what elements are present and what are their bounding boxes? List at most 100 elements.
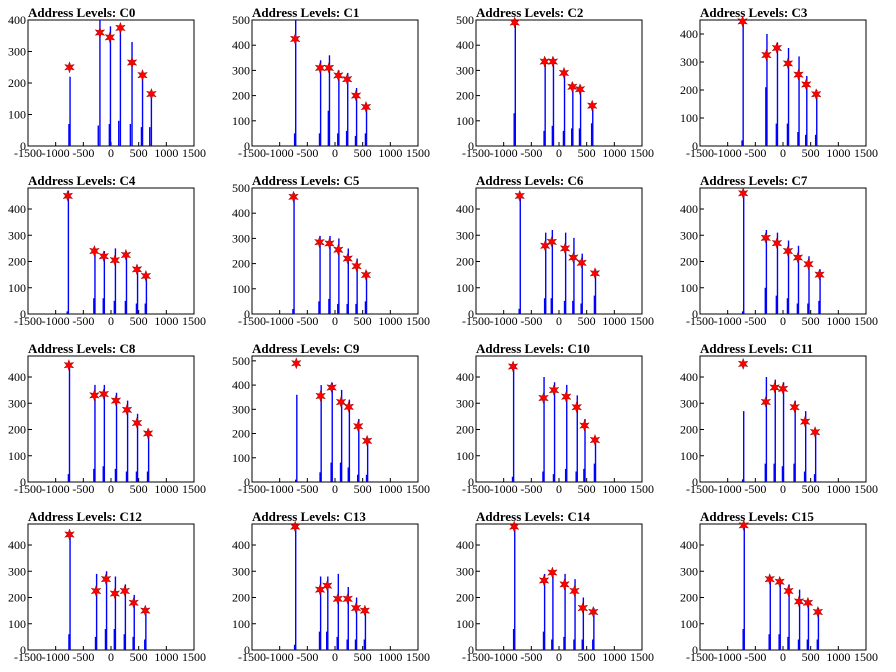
y-tick-label: 100 <box>680 449 698 463</box>
plot-frame <box>475 187 643 315</box>
x-tick-label: 500 <box>130 146 148 160</box>
x-tick-label: 1500 <box>630 650 654 664</box>
peak-marker-star-icon <box>783 584 794 598</box>
x-tick-label: -1000 <box>42 482 70 496</box>
peak-marker-star-icon <box>799 415 811 428</box>
y-tick-label: 200 <box>8 76 26 90</box>
y-tick-label: 0 <box>244 643 250 657</box>
y-tick-label: 300 <box>232 231 250 245</box>
peak-marker-star-icon <box>538 391 549 405</box>
peak-marker-star-icon <box>568 251 579 264</box>
y-tick-label: 200 <box>8 423 26 437</box>
x-tick-label: 1000 <box>378 146 402 160</box>
x-tick-label: -1500 <box>238 146 266 160</box>
y-tick-label: 400 <box>8 202 26 216</box>
y-tick-label: 300 <box>456 564 474 578</box>
plot-panel: Address Levels: C8 0 100 200 300 400 -1500 -100… <box>8 341 206 496</box>
peak-marker-star-icon <box>514 189 526 203</box>
x-tick-label: 1000 <box>602 146 626 160</box>
y-tick-label: 0 <box>20 475 26 489</box>
peak-marker-star-icon <box>351 259 362 273</box>
x-tick-label: 1000 <box>826 146 850 160</box>
y-tick-label: 200 <box>232 427 250 441</box>
x-tick-label: -500 <box>72 314 94 328</box>
x-tick-label: 1500 <box>854 146 878 160</box>
x-tick-label: 0 <box>108 650 114 664</box>
y-tick-label: 400 <box>8 13 26 27</box>
x-tick-label: -1500 <box>462 146 490 160</box>
peak-marker-star-icon <box>800 78 812 91</box>
x-tick-label: 1500 <box>182 146 206 160</box>
plot-title: Address Levels: C2 <box>476 5 583 20</box>
peak-marker-star-icon <box>140 269 152 283</box>
peak-marker-star-icon <box>104 31 116 44</box>
peak-marker-star-icon <box>814 268 825 281</box>
x-tick-label: 1000 <box>154 650 178 664</box>
x-tick-label: 1000 <box>602 314 626 328</box>
y-tick-label: 300 <box>232 63 250 77</box>
peak-marker-star-icon <box>809 425 821 439</box>
x-tick-label: 500 <box>130 650 148 664</box>
peak-marker-star-icon <box>335 395 347 409</box>
x-tick-label: 1000 <box>826 482 850 496</box>
peak-marker-star-icon <box>120 248 132 262</box>
x-tick-label: -1500 <box>462 650 490 664</box>
plot-title: Address Levels: C0 <box>28 5 135 20</box>
y-tick-label: 100 <box>8 281 26 295</box>
x-tick-label: -1500 <box>686 146 714 160</box>
y-tick-label: 100 <box>456 114 474 128</box>
peak-marker-star-icon <box>569 584 580 598</box>
x-tick-label: -500 <box>296 482 318 496</box>
plot-panel: Address Levels: C14 0 100 200 300 400 -1500 -10… <box>456 509 654 664</box>
plot-panel: Address Levels: C4 0 100 200 300 400 -1500 -100… <box>8 173 206 328</box>
x-tick-label: -1000 <box>714 146 742 160</box>
peak-marker-star-icon <box>126 56 138 69</box>
peak-marker-star-icon <box>789 401 800 414</box>
x-tick-label: -1500 <box>238 650 266 664</box>
peak-marker-star-icon <box>352 420 364 433</box>
peak-marker-star-icon <box>538 574 550 587</box>
peak-marker-star-icon <box>110 394 122 407</box>
plot-panel: Address Levels: C20100200300400500-1500-… <box>456 5 654 160</box>
y-tick-label: 300 <box>8 228 26 242</box>
x-tick-label: -1500 <box>14 482 42 496</box>
peak-marker-star-icon <box>315 389 326 403</box>
peak-marker-star-icon <box>323 61 335 75</box>
x-tick-label: 500 <box>354 146 372 160</box>
y-tick-label: 500 <box>232 354 250 368</box>
x-tick-label: -1000 <box>490 146 518 160</box>
y-tick-label: 200 <box>456 591 474 605</box>
y-tick-label: 300 <box>8 564 26 578</box>
y-tick-label: 200 <box>680 83 698 97</box>
y-tick-label: 400 <box>680 27 698 41</box>
y-tick-label: 300 <box>456 396 474 410</box>
y-tick-label: 300 <box>232 564 250 578</box>
plot-title: Address Levels: C6 <box>476 173 584 188</box>
peak-marker-star-icon <box>90 584 102 598</box>
peak-marker-star-icon <box>100 572 112 586</box>
plot-panel: Address Levels: C6 0 100 200 300 400 -1500 -100… <box>456 173 654 328</box>
plot-frame <box>699 187 867 315</box>
peak-marker-star-icon <box>289 520 301 533</box>
peak-marker-star-icon <box>131 416 143 430</box>
x-tick-label: -1000 <box>42 314 70 328</box>
plot-title: Address Levels: C15 <box>700 509 814 524</box>
peak-marker-star-icon <box>737 187 749 200</box>
plot-panel: Address Levels: C13 0 100 200 300 400 -1500 -10… <box>232 509 430 664</box>
peak-marker-star-icon <box>548 383 560 397</box>
x-tick-label: 0 <box>556 314 562 328</box>
y-tick-label: 100 <box>680 617 698 631</box>
peak-marker-star-icon <box>64 61 75 74</box>
plot-panel: Address Levels: C90100200300400500-1500-… <box>232 341 430 496</box>
plot-title: Address Levels: C9 <box>252 341 360 356</box>
peak-marker-star-icon <box>586 99 598 112</box>
y-tick-label: 100 <box>8 449 26 463</box>
x-tick-label: -1500 <box>462 482 490 496</box>
plot-title: Address Levels: C3 <box>700 5 808 20</box>
peak-marker-star-icon <box>94 26 106 39</box>
y-tick-label: 400 <box>8 538 26 552</box>
x-tick-label: 0 <box>332 650 338 664</box>
y-tick-label: 200 <box>8 255 26 269</box>
y-tick-label: 200 <box>456 89 474 103</box>
